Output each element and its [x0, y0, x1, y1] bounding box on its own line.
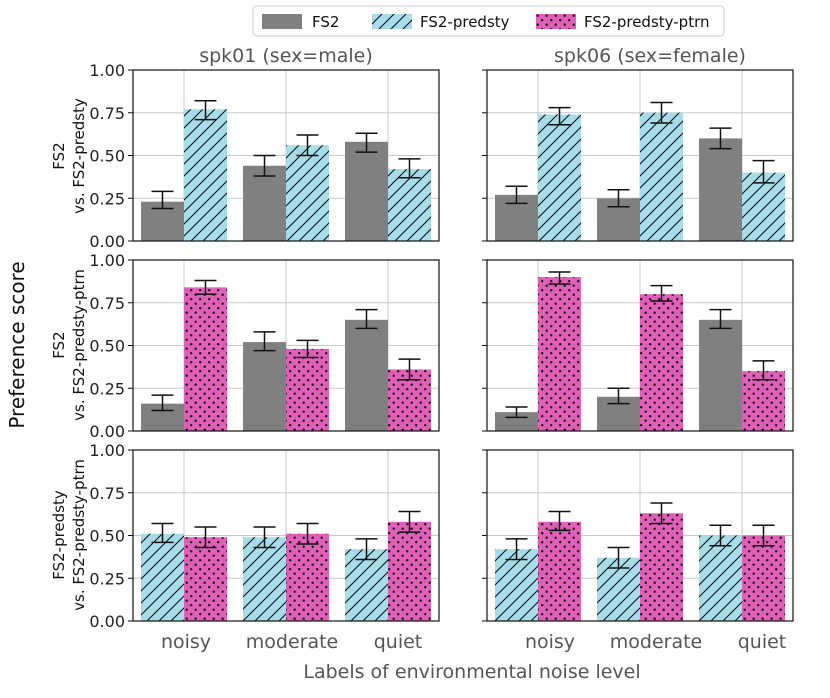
- y-tick-label: 0.75: [89, 104, 125, 123]
- bar-fs2-predsty-ptrn-quiet: [742, 371, 785, 431]
- bar-fs2-predsty-noisy: [538, 114, 581, 241]
- bar-fs2-predsty-moderate: [286, 145, 329, 241]
- column-title-spk01: spk01 (sex=male): [199, 45, 373, 67]
- legend-frame: [252, 5, 725, 37]
- panel-r3-c2: [482, 449, 794, 622]
- bar-fs2-predsty-noisy: [495, 549, 538, 621]
- bar-fs2-moderate: [243, 165, 286, 241]
- panel-r2-c2: [482, 259, 794, 432]
- category-label-noisy-left: noisy: [161, 631, 211, 653]
- legend-label-fs2-predsty-ptrn: FS2-predsty-ptrn: [584, 13, 710, 31]
- bar-fs2-predsty-quiet: [388, 169, 431, 241]
- row-label-1-line2: vs. FS2-predsty: [70, 98, 88, 214]
- panel-r3-c1: 0.00 0.25 0.50 0.75 1.00: [89, 441, 440, 631]
- row-label-2-line2: vs. FS2-predsty-ptrn: [70, 269, 88, 421]
- panels: 0.000.250.500.751.000.000.250.500.751.00…: [89, 61, 794, 631]
- y-axis-label: Preference score: [5, 261, 29, 428]
- panel-r2-c1: 0.00 0.25 0.50 0.75 1.00: [89, 251, 440, 441]
- bar-fs2-predsty-ptrn-moderate: [286, 348, 329, 431]
- bar-fs2-predsty-ptrn-moderate: [286, 533, 329, 621]
- bar-fs2-quiet: [699, 138, 742, 241]
- bar-fs2-predsty-ptrn-noisy: [538, 521, 581, 621]
- y-tick-label: 0.00: [89, 422, 125, 441]
- y-tick-label: 0.00: [89, 232, 125, 251]
- x-axis-label: Labels of environmental noise level: [303, 661, 640, 683]
- bar-fs2-predsty-ptrn-noisy: [184, 287, 227, 431]
- y-tick-label: 0.75: [89, 484, 125, 503]
- category-label-quiet-left: quiet: [374, 631, 423, 653]
- bar-fs2-predsty-ptrn-moderate: [640, 513, 683, 621]
- row-label-3-line1: FS2-predsty: [50, 490, 68, 580]
- y-tick-label: 0.50: [89, 337, 125, 356]
- bar-fs2-predsty-ptrn-noisy: [538, 277, 581, 431]
- bar-fs2-predsty-noisy: [184, 109, 227, 241]
- legend: FS2 FS2-predsty FS2-predsty-ptrn: [252, 5, 725, 37]
- bar-fs2-predsty-quiet: [345, 549, 388, 621]
- category-label-noisy-right: noisy: [525, 631, 575, 653]
- row-label-1-line1: FS2: [50, 142, 68, 169]
- legend-swatch-fs2-predsty-ptrn: [536, 14, 576, 29]
- bar-fs2-predsty-moderate: [243, 537, 286, 621]
- y-tick-label: 1.00: [89, 251, 125, 270]
- y-tick-label: 0.75: [89, 294, 125, 313]
- bar-fs2-predsty-quiet: [742, 172, 785, 241]
- bar-fs2-predsty-ptrn-quiet: [388, 521, 431, 621]
- bar-fs2-predsty-noisy: [141, 533, 184, 621]
- legend-swatch-fs2-predsty: [372, 14, 412, 29]
- row-label-3-line2: vs. FS2-predsty-ptrn: [70, 459, 88, 611]
- y-tick-label: 1.00: [89, 61, 125, 80]
- column-title-spk06: spk06 (sex=female): [554, 45, 746, 67]
- panel-r1-c2: [482, 69, 794, 242]
- bar-fs2-predsty-ptrn-noisy: [184, 537, 227, 621]
- legend-swatch-fs2: [262, 14, 302, 29]
- y-tick-label: 0.25: [89, 569, 125, 588]
- bar-fs2-moderate: [243, 342, 286, 431]
- y-tick-label: 0.25: [89, 379, 125, 398]
- bar-fs2-quiet: [699, 319, 742, 431]
- bar-fs2-quiet: [345, 141, 388, 241]
- bar-fs2-predsty-ptrn-quiet: [742, 535, 785, 621]
- category-label-quiet-right: quiet: [738, 631, 787, 653]
- bar-fs2-quiet: [345, 319, 388, 431]
- y-tick-label: 0.00: [89, 612, 125, 631]
- bar-fs2-predsty-moderate: [640, 112, 683, 241]
- legend-label-fs2-predsty: FS2-predsty: [420, 13, 510, 31]
- panel-r1-c1: 0.00 0.25 0.50 0.75 1.00: [89, 61, 440, 251]
- y-tick-label: 0.50: [89, 147, 125, 166]
- row-label-2-line1: FS2: [50, 331, 68, 358]
- y-tick-label: 0.50: [89, 527, 125, 546]
- legend-label-fs2: FS2: [312, 13, 339, 31]
- y-tick-label: 1.00: [89, 441, 125, 460]
- category-label-moderate-left: moderate: [246, 631, 338, 653]
- bar-fs2-predsty-quiet: [699, 535, 742, 621]
- category-label-moderate-right: moderate: [610, 631, 702, 653]
- y-tick-label: 0.25: [89, 189, 125, 208]
- bar-fs2-predsty-ptrn-moderate: [640, 294, 683, 431]
